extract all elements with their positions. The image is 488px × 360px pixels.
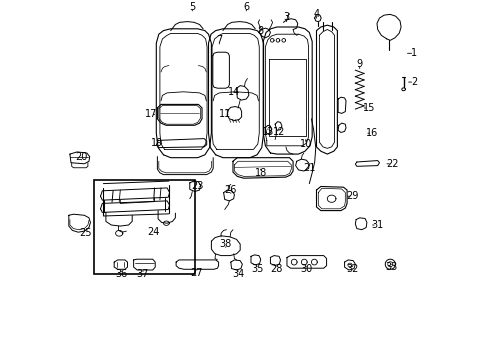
- Text: 8: 8: [257, 26, 263, 36]
- Text: 16: 16: [366, 128, 378, 138]
- Text: 4: 4: [313, 9, 319, 19]
- Text: 29: 29: [346, 191, 358, 201]
- Text: 15: 15: [362, 103, 374, 113]
- Text: 30: 30: [300, 264, 312, 274]
- Text: 13: 13: [261, 127, 273, 138]
- Text: 19: 19: [151, 138, 163, 148]
- Text: 5: 5: [189, 2, 195, 12]
- Text: 28: 28: [270, 264, 283, 274]
- Text: 24: 24: [147, 227, 160, 237]
- Text: 35: 35: [250, 264, 263, 274]
- Text: 32: 32: [346, 264, 358, 274]
- Text: 11: 11: [218, 109, 230, 120]
- Text: 7: 7: [216, 35, 222, 45]
- Text: 27: 27: [190, 268, 203, 278]
- Bar: [94, 180, 194, 274]
- Text: 6: 6: [243, 2, 249, 12]
- Text: 14: 14: [227, 87, 239, 97]
- Text: 34: 34: [231, 269, 244, 279]
- Text: 21: 21: [303, 163, 315, 174]
- Text: 22: 22: [385, 159, 398, 169]
- Text: 12: 12: [272, 127, 285, 138]
- Text: 20: 20: [75, 152, 87, 162]
- Text: 36: 36: [115, 269, 127, 279]
- Text: 37: 37: [137, 269, 149, 279]
- Text: 9: 9: [356, 59, 362, 69]
- Text: 23: 23: [190, 181, 203, 192]
- Text: 3: 3: [283, 12, 289, 22]
- Text: 17: 17: [144, 109, 157, 120]
- Text: 26: 26: [224, 185, 237, 195]
- Text: 1: 1: [410, 48, 417, 58]
- Text: 33: 33: [385, 262, 397, 272]
- Text: 18: 18: [254, 168, 266, 178]
- Text: 25: 25: [79, 228, 91, 238]
- Text: 10: 10: [299, 139, 311, 149]
- Text: 31: 31: [370, 220, 382, 230]
- Text: 2: 2: [410, 77, 417, 87]
- Text: 38: 38: [219, 239, 231, 249]
